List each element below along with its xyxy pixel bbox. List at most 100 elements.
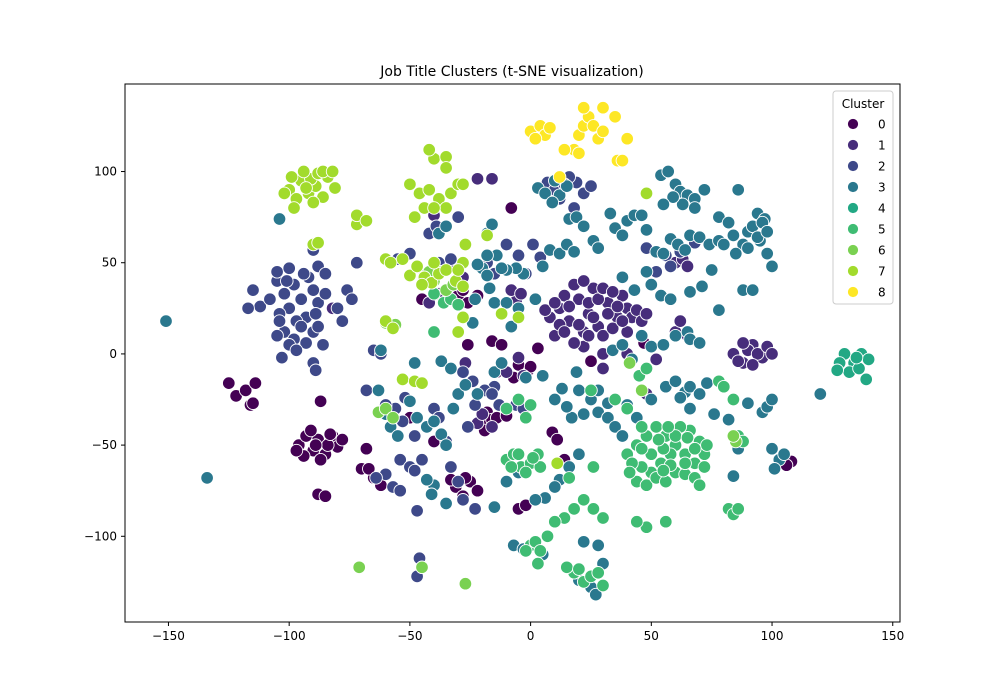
- point-cluster-7: [386, 321, 400, 336]
- point-cluster-3: [765, 441, 779, 456]
- point-cluster-7: [415, 376, 429, 390]
- point-cluster-2: [277, 286, 292, 301]
- point-cluster-3: [548, 480, 562, 494]
- x-tick-label: 150: [881, 629, 904, 643]
- point-cluster-2: [393, 452, 407, 467]
- point-cluster-3: [480, 268, 494, 283]
- point-cluster-3: [434, 354, 449, 368]
- point-cluster-3: [499, 474, 514, 489]
- point-cluster-2: [407, 463, 422, 478]
- point-cluster-5: [692, 478, 707, 492]
- point-cluster-1: [596, 328, 610, 343]
- point-cluster-7: [284, 170, 299, 184]
- point-cluster-2: [485, 387, 499, 401]
- point-cluster-5: [622, 465, 637, 480]
- point-cluster-3: [615, 270, 630, 285]
- point-cluster-3: [634, 208, 649, 223]
- point-cluster-3: [656, 246, 671, 261]
- legend-marker-cluster-8: [847, 286, 859, 298]
- point-cluster-5: [661, 420, 675, 434]
- point-cluster-7: [415, 277, 429, 292]
- point-cluster-6: [634, 383, 649, 398]
- point-cluster-1: [562, 299, 576, 314]
- point-cluster-3: [487, 296, 502, 310]
- point-cluster-3: [777, 447, 791, 461]
- point-cluster-7: [359, 214, 374, 228]
- point-cluster-3: [538, 186, 552, 201]
- legend-items: 0 1 2 3 4 5 6 7 8: [847, 118, 886, 300]
- point-cluster-3: [767, 462, 782, 476]
- point-cluster-3: [668, 374, 683, 389]
- point-cluster-0: [313, 452, 328, 467]
- point-cluster-3: [666, 190, 680, 204]
- point-cluster-5: [651, 432, 666, 447]
- point-cluster-1: [615, 314, 630, 328]
- point-cluster-0: [494, 338, 509, 352]
- point-cluster-1: [649, 352, 663, 367]
- point-cluster-1: [514, 286, 528, 301]
- point-cluster-3: [656, 197, 671, 212]
- point-cluster-2: [335, 314, 350, 328]
- point-cluster-3: [528, 292, 543, 306]
- point-cluster-7: [403, 177, 417, 192]
- point-cluster-3: [420, 472, 434, 487]
- point-cluster-2: [345, 292, 359, 306]
- point-cluster-3: [468, 292, 482, 306]
- point-cluster-7: [403, 268, 417, 283]
- point-cluster-1: [538, 303, 552, 317]
- point-cluster-3: [731, 183, 745, 197]
- point-cluster-5: [504, 460, 519, 474]
- point-cluster-1: [485, 172, 499, 186]
- point-cluster-7: [407, 210, 422, 224]
- point-cluster-1: [605, 285, 620, 299]
- point-cluster-0: [584, 354, 598, 368]
- x-tick-label: −100: [273, 629, 306, 643]
- point-cluster-3: [560, 400, 574, 414]
- point-cluster-3: [741, 241, 755, 255]
- point-cluster-3: [726, 228, 741, 243]
- point-cluster-2: [289, 343, 304, 358]
- point-cluster-2: [451, 474, 465, 489]
- point-cluster-1: [745, 358, 760, 372]
- point-cluster-3: [615, 429, 630, 443]
- point-cluster-5: [572, 562, 586, 576]
- point-cluster-3: [726, 469, 741, 483]
- point-cluster-5: [584, 383, 598, 398]
- point-cluster-1: [731, 354, 745, 368]
- point-cluster-3: [627, 283, 642, 297]
- point-cluster-8: [543, 121, 557, 135]
- point-cluster-3: [683, 379, 697, 394]
- point-cluster-2: [299, 336, 313, 350]
- point-cluster-7: [422, 183, 436, 197]
- point-cluster-5: [678, 456, 692, 471]
- point-cluster-5: [519, 544, 533, 558]
- point-cluster-7: [427, 255, 441, 270]
- point-cluster-3: [721, 215, 736, 230]
- point-cluster-1: [639, 307, 654, 321]
- point-cluster-5: [548, 514, 562, 529]
- point-cluster-1: [576, 274, 591, 288]
- point-cluster-2: [263, 292, 277, 306]
- point-cluster-1: [511, 350, 526, 365]
- point-cluster-3: [663, 292, 678, 306]
- point-cluster-3: [451, 387, 465, 401]
- point-cluster-3: [200, 471, 214, 485]
- legend-marker-cluster-6: [847, 244, 859, 256]
- point-cluster-3: [494, 356, 509, 370]
- point-cluster-8: [528, 131, 543, 146]
- point-cluster-1: [601, 307, 615, 321]
- point-cluster-3: [745, 283, 760, 297]
- point-cluster-7: [328, 181, 342, 195]
- point-cluster-7: [410, 259, 424, 274]
- point-cluster-0: [308, 438, 323, 452]
- point-cluster-2: [296, 266, 311, 281]
- point-cluster-5: [511, 392, 526, 407]
- point-cluster-3: [499, 296, 514, 310]
- point-cluster-0: [318, 489, 333, 503]
- point-cluster-6: [622, 356, 637, 370]
- point-cluster-5: [634, 420, 649, 434]
- point-cluster-1: [673, 314, 688, 328]
- point-cluster-1: [610, 299, 625, 314]
- x-tick-label: −50: [397, 629, 422, 643]
- point-cluster-7: [311, 235, 325, 250]
